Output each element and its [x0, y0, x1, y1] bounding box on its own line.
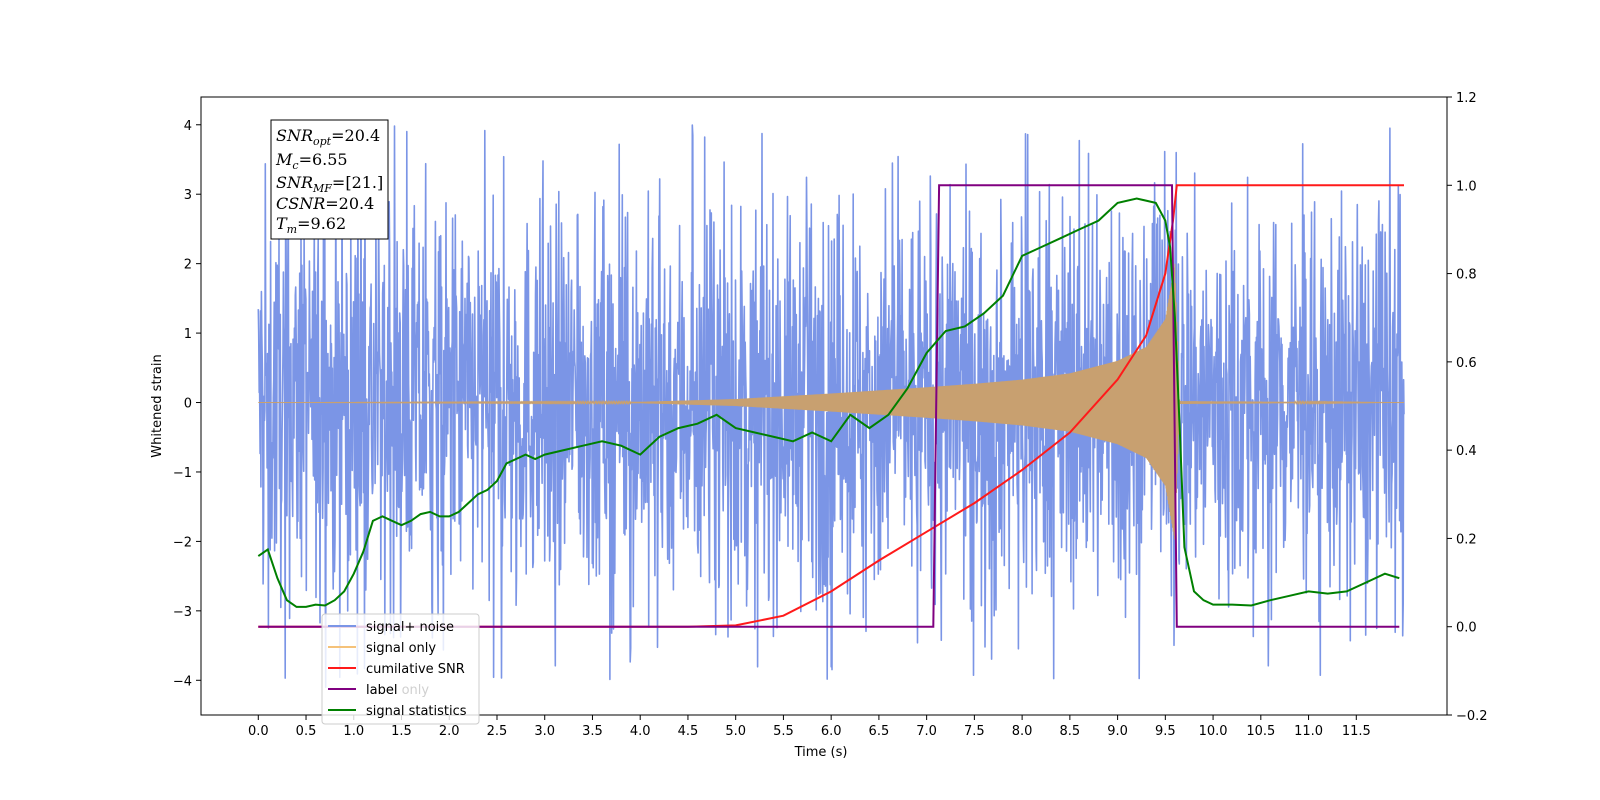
- x-axis-ticks: 0.0 0.5 1.0 1.5 2.0 2.5 3.0 3.5 4.0 4.5 5.0 5.5 6.0 6…: [248, 715, 1371, 739]
- legend: signal+ noise signal only cumilative SNR…: [321, 613, 480, 725]
- legend-hidden-label-only: label only: [366, 683, 429, 698]
- x-tick-label: 9.0: [1107, 724, 1128, 739]
- x-tick-label: 10.0: [1199, 724, 1228, 739]
- annotation-line-mc: Mc=6.55: [275, 150, 348, 172]
- y-right-tick-label: 1.0: [1456, 179, 1477, 194]
- annotation-line-snr-opt: SNRopt=20.4: [276, 126, 380, 148]
- y-right-tick-label: −0.2: [1456, 709, 1488, 724]
- x-tick-label: 2.0: [439, 724, 460, 739]
- x-tick-label: 4.0: [630, 724, 651, 739]
- x-tick-label: 11.0: [1294, 724, 1323, 739]
- y-left-tick-label: 2: [184, 258, 192, 273]
- svg-text:signal only: signal only: [366, 641, 436, 656]
- x-tick-label: 4.5: [678, 724, 699, 739]
- svg-text:label: label: [366, 683, 397, 698]
- x-tick-label: 9.5: [1155, 724, 1176, 739]
- x-tick-label: 0.5: [296, 724, 317, 739]
- x-tick-label: 0.0: [248, 724, 269, 739]
- y-left-tick-label: 1: [184, 327, 192, 342]
- legend-entry-signal-statistics: signal statistics: [328, 704, 467, 719]
- legend-entry-signal-noise: signal+ noise: [328, 620, 454, 635]
- y-left-tick-label: −4: [173, 674, 192, 689]
- x-tick-label: 7.5: [964, 724, 985, 739]
- x-tick-label: 1.0: [343, 724, 364, 739]
- series-signal-noise: [257, 124, 1405, 688]
- y-left-tick-label: −3: [173, 605, 192, 620]
- series-label: [258, 184, 1400, 628]
- y-right-tick-label: 0.6: [1456, 356, 1477, 371]
- y-right-tick-label: 0.0: [1456, 621, 1477, 636]
- x-tick-label: 8.5: [1060, 724, 1081, 739]
- y-left-tick-label: −2: [173, 535, 192, 550]
- x-tick-label: 3.5: [582, 724, 603, 739]
- svg-text:cumilative SNR: cumilative SNR: [366, 662, 465, 677]
- annotation-box: SNRopt=20.4 Mc=6.55 SNRMF=[21.] CSNR=20.…: [270, 119, 389, 240]
- y-right-tick-label: 0.4: [1456, 444, 1477, 459]
- legend-frame: [321, 613, 480, 725]
- x-tick-label: 2.5: [487, 724, 508, 739]
- x-tick-label: 7.0: [916, 724, 937, 739]
- x-tick-label: 5.0: [725, 724, 746, 739]
- y-left-tick-label: 0: [184, 397, 192, 412]
- legend-entry-cumilative-snr: cumilative SNR: [328, 662, 465, 677]
- y-left-tick-label: 4: [184, 119, 192, 134]
- y-right-tick-label: 0.8: [1456, 268, 1477, 283]
- x-tick-label: 11.5: [1342, 724, 1371, 739]
- y-right-tick-label: 1.2: [1456, 91, 1477, 106]
- x-axis-label: Time (s): [794, 745, 848, 760]
- legend-entry-signal-only: signal only: [328, 641, 436, 656]
- y-left-tick-label: 3: [184, 188, 192, 203]
- y-right-tick-label: 0.2: [1456, 532, 1477, 547]
- x-tick-label: 6.5: [869, 724, 890, 739]
- y-left-tick-label: −1: [173, 466, 192, 481]
- series-signal-only: [258, 263, 1404, 540]
- y-axis-left-ticks: −4 −3 −2 −1 0 1 2 3 4: [173, 119, 201, 689]
- x-tick-label: 3.0: [534, 724, 555, 739]
- annotation-line-tm: Tm=9.62: [276, 214, 346, 236]
- svg-text:signal statistics: signal statistics: [366, 704, 467, 719]
- y-axis-right-ticks: −0.2 0.0 0.2 0.4 0.6 0.8 1.0 1.2: [1447, 91, 1488, 724]
- series-signal-statistics: [257, 197, 1400, 608]
- legend-entry-label: label only label: [328, 683, 429, 698]
- plot-frame: [200, 96, 1448, 716]
- svg-text:signal+ noise: signal+ noise: [366, 620, 454, 635]
- y-axis-label: Whitened strain: [150, 354, 165, 457]
- x-tick-label: 1.5: [391, 724, 412, 739]
- x-tick-label: 5.5: [773, 724, 794, 739]
- x-tick-label: 8.0: [1012, 724, 1033, 739]
- x-tick-label: 10.5: [1246, 724, 1275, 739]
- annotation-line-csnr: CSNR=20.4: [276, 194, 374, 213]
- x-tick-label: 6.0: [821, 724, 842, 739]
- annotation-line-snr-mf: SNRMF=[21.]: [276, 173, 383, 195]
- series-layer: [257, 124, 1405, 688]
